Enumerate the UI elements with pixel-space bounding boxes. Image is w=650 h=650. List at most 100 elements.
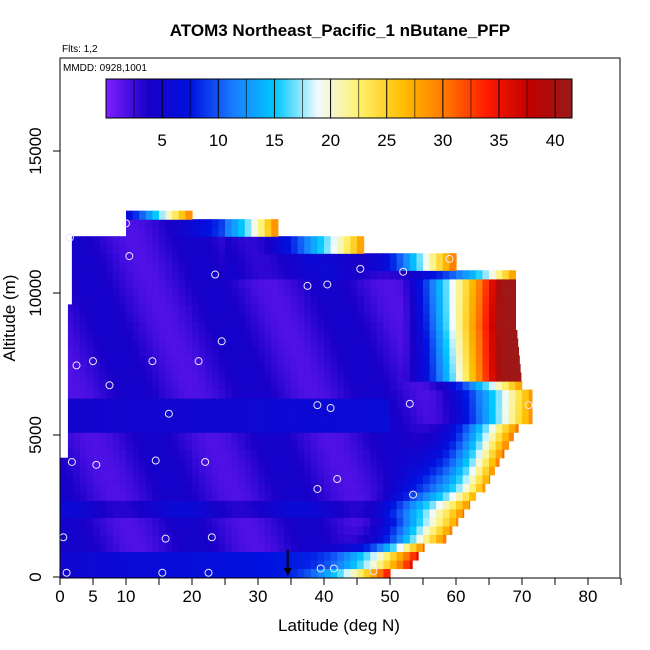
heatmap-cell <box>357 236 365 246</box>
heatmap-cell <box>198 491 206 501</box>
heatmap-cell <box>277 381 285 391</box>
heatmap-cell <box>469 466 477 476</box>
heatmap-cell <box>449 270 457 280</box>
sample-points <box>59 219 533 577</box>
heatmap-cell <box>258 278 266 288</box>
sample-point <box>217 337 226 346</box>
heatmap-cell <box>409 270 417 280</box>
heatmap-cell <box>106 398 114 408</box>
heatmap-cell <box>396 287 404 297</box>
heatmap-cell <box>390 423 398 433</box>
heatmap-cell <box>271 483 279 493</box>
heatmap-cell <box>508 312 516 322</box>
heatmap-cell <box>185 389 193 399</box>
heatmap-cell <box>119 338 127 348</box>
heatmap-cell <box>172 278 180 288</box>
heatmap-cell <box>99 304 107 314</box>
heatmap-cell <box>482 346 490 357</box>
heatmap-cell <box>456 355 464 365</box>
heatmap-cell <box>502 270 510 280</box>
heatmap-cell <box>482 295 490 305</box>
heatmap-cell <box>258 500 266 510</box>
heatmap-cell <box>469 432 477 442</box>
heatmap-cell <box>139 278 147 288</box>
heatmap-cell <box>343 457 351 467</box>
heatmap-cell <box>383 346 391 357</box>
heatmap-cell <box>317 338 325 348</box>
heatmap-cell <box>390 398 398 408</box>
heatmap-cell <box>396 534 404 544</box>
heatmap-cell <box>112 338 120 348</box>
heatmap-cell <box>376 466 384 476</box>
heatmap-cell <box>145 219 153 229</box>
heatmap-cell <box>403 517 411 527</box>
x-tick-label: 80 <box>579 587 598 606</box>
heatmap-cell <box>442 432 450 442</box>
heatmap-cell <box>297 312 305 322</box>
heatmap-cell <box>159 525 167 535</box>
heatmap-cell <box>231 244 239 254</box>
heatmap-cell <box>429 389 437 399</box>
heatmap-cell <box>350 432 358 442</box>
heatmap-cell <box>277 270 285 280</box>
heatmap-cell <box>264 261 272 271</box>
heatmap-cell <box>403 389 411 399</box>
heatmap-cell <box>297 287 305 297</box>
heatmap-cell <box>93 534 101 544</box>
heatmap-cell <box>449 474 457 484</box>
heatmap-cell <box>390 329 398 340</box>
heatmap-cell <box>218 270 226 280</box>
heatmap-cell <box>112 304 120 314</box>
heatmap-cell <box>310 542 318 553</box>
heatmap-cell <box>192 440 200 450</box>
heatmap-cell <box>198 432 206 442</box>
heatmap-cell <box>350 508 358 518</box>
heatmap-cell <box>225 525 233 535</box>
heatmap-cell <box>442 287 450 297</box>
heatmap-cell <box>218 329 226 340</box>
heatmap-cell <box>271 534 279 544</box>
heatmap-cell <box>277 542 285 553</box>
heatmap-cell <box>106 457 114 467</box>
heatmap-cell <box>152 270 160 280</box>
heatmap-cell <box>416 346 424 357</box>
heatmap-cell <box>403 321 411 331</box>
heatmap-cell <box>67 372 74 382</box>
heatmap-cell <box>449 432 457 442</box>
heatmap-cell <box>310 423 318 433</box>
heatmap-cell <box>297 278 305 288</box>
heatmap-cell <box>132 270 140 280</box>
heatmap-cell <box>409 355 417 365</box>
heatmap-cell <box>363 278 371 288</box>
heatmap-cell <box>251 474 259 484</box>
heatmap-cell <box>139 542 147 553</box>
heatmap-cell <box>172 517 180 527</box>
heatmap-cell <box>449 287 457 297</box>
heatmap-cell <box>324 423 332 433</box>
heatmap-cell <box>337 508 345 518</box>
heatmap-cell <box>416 415 424 425</box>
heatmap-cell <box>482 440 490 450</box>
heatmap-cell <box>67 381 74 391</box>
heatmap-cell <box>277 483 285 493</box>
heatmap-cell <box>192 559 200 570</box>
heatmap-cell <box>238 483 246 493</box>
heatmap-cell <box>145 568 153 578</box>
heatmap-cell <box>238 508 246 518</box>
heatmap-cell <box>469 346 477 357</box>
heatmap-cell <box>152 432 160 442</box>
heatmap-cell <box>310 406 318 416</box>
heatmap-cell <box>330 508 338 518</box>
heatmap-cell <box>370 449 378 459</box>
heatmap-cell <box>383 287 391 297</box>
heatmap-cell <box>390 321 398 331</box>
heatmap-cell <box>277 508 285 518</box>
heatmap-cell <box>159 483 167 493</box>
heatmap-cell <box>449 423 457 433</box>
heatmap-cell <box>86 278 94 288</box>
heatmap-cell <box>475 372 483 382</box>
heatmap-cell <box>469 278 477 288</box>
heatmap-cell <box>264 295 272 305</box>
heatmap-cell <box>159 551 167 561</box>
heatmap-cell <box>106 346 114 357</box>
